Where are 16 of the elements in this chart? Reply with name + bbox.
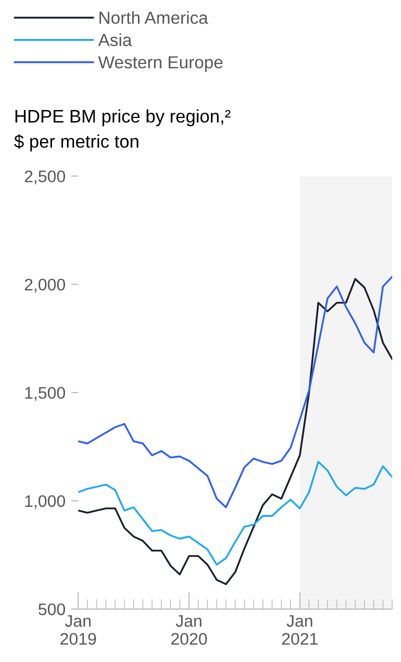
y-tick-label: 1,500	[25, 386, 66, 401]
y-tick-label: 1,000	[25, 495, 66, 509]
x-tick-label: Jan 2021	[282, 615, 318, 645]
chart-subtitle: $ per metric ton	[14, 134, 138, 152]
line-series	[78, 276, 392, 508]
y-tick-label: 2,000	[24, 278, 66, 292]
line-series	[78, 460, 392, 566]
y-tick-label: 500	[38, 603, 66, 616]
chart-title: HDPE BM price by region,²	[16, 109, 230, 126]
x-tick-label: Jan 2019	[60, 615, 96, 645]
legend-label: Asia	[98, 33, 132, 46]
legend-label: North America	[100, 11, 208, 24]
legend-label: Western Europe	[98, 56, 223, 72]
y-tick-label: 2,500	[24, 170, 66, 184]
x-tick-label: Jan 2020	[171, 615, 207, 645]
line-series	[78, 278, 392, 586]
